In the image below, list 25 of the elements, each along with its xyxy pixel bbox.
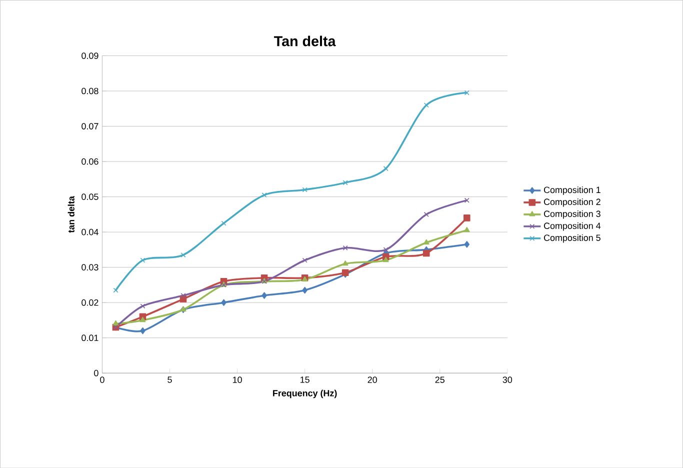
x-tick-label: 0 — [100, 376, 104, 383]
y-tick-label: 0.03 — [82, 264, 98, 270]
x-tick-label: 15 — [300, 376, 310, 383]
y-axis-title: tan delta — [68, 196, 74, 233]
x-tick-label: 25 — [435, 376, 444, 383]
x-tick-label: 20 — [368, 376, 377, 383]
y-tick-label: 0.06 — [82, 158, 98, 165]
chart-title: Tan delta — [274, 36, 336, 46]
y-tick-label: 0.09 — [82, 52, 98, 59]
y-tick-label: 0.08 — [82, 88, 98, 94]
legend-label: Composition 3 — [544, 210, 600, 219]
y-tick-label: 0.02 — [82, 299, 98, 306]
x-axis-title: Frequency (Hz) — [273, 390, 337, 398]
x-tick-label: 30 — [502, 376, 512, 383]
legend-label: Composition 2 — [544, 198, 600, 207]
y-tick-label: 0.01 — [82, 334, 98, 341]
legend-label: Composition 5 — [544, 234, 600, 243]
y-tick-label: 0 — [94, 370, 98, 376]
y-tick-label: 0.04 — [82, 228, 98, 236]
y-tick-label: 0.05 — [82, 194, 98, 200]
x-tick-label: 10 — [232, 376, 242, 383]
legend-label: Composition 4 — [544, 222, 601, 231]
y-tick-label: 0.07 — [82, 122, 98, 130]
x-tick-label: 5 — [168, 376, 172, 383]
legend-label: Composition 1 — [544, 186, 600, 195]
